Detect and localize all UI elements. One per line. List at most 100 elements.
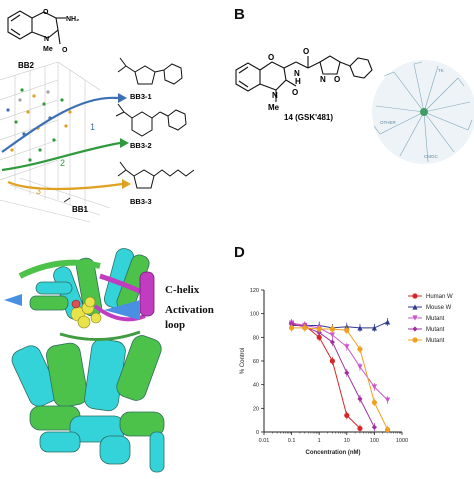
legend-entry-label: Mutant bbox=[426, 316, 445, 322]
data-point bbox=[357, 325, 363, 331]
x-tick-label: 10 bbox=[344, 438, 350, 444]
legend-swatch-marker bbox=[412, 304, 418, 310]
bb2-nh2-label: NH₂ bbox=[66, 16, 79, 23]
data-point bbox=[371, 384, 377, 390]
data-point bbox=[302, 325, 308, 331]
bb3-3-structure bbox=[117, 161, 195, 189]
kinome-tree: TK CMGC OTHER bbox=[372, 60, 474, 164]
data-point bbox=[371, 325, 377, 331]
data-point bbox=[316, 326, 322, 332]
kinome-label-tk: TK bbox=[438, 68, 444, 73]
series-line-1 bbox=[291, 322, 361, 429]
series-line-4 bbox=[291, 323, 375, 428]
data-point bbox=[357, 364, 363, 370]
kinome-hit-marker bbox=[420, 108, 428, 116]
c-helix-label: C-helix bbox=[165, 284, 200, 296]
trajectory-1-arrowhead bbox=[118, 93, 127, 103]
panel-b-label: B bbox=[234, 6, 245, 23]
bb2-o-atom: O bbox=[43, 9, 49, 16]
legend-entry-label: Mouse W bbox=[426, 305, 452, 311]
panel-c: C-helix Activation loop bbox=[0, 236, 232, 474]
hinge-arrow bbox=[4, 294, 22, 306]
trajectory-3 bbox=[7, 180, 123, 191]
data-point bbox=[329, 358, 335, 364]
panel-a-graphic: O NH₂ N Me O BB2 bbox=[0, 9, 195, 223]
trajectory-2 bbox=[1, 141, 121, 172]
c-helix bbox=[139, 271, 155, 317]
bb2-n-atom: N bbox=[44, 36, 49, 43]
bound-ligand bbox=[70, 296, 102, 329]
trajectory-3-arrowhead bbox=[122, 179, 131, 189]
y-tick-label: 0 bbox=[256, 430, 259, 436]
legend-entry-label: Human W bbox=[426, 294, 453, 300]
bb1-pointer bbox=[63, 197, 71, 203]
data-point bbox=[289, 325, 295, 331]
kinome-label-cmgc: CMGC bbox=[424, 154, 438, 159]
chart-legend: Human W Mouse W Mutant Mutant Mutant bbox=[408, 293, 453, 344]
y-tick-label: 60 bbox=[253, 359, 259, 365]
x-tick-label: 0.01 bbox=[259, 438, 270, 444]
bb1-label: BB1 bbox=[72, 205, 89, 214]
bb3-2-structure bbox=[115, 103, 187, 137]
data-point bbox=[329, 326, 335, 332]
data-point bbox=[344, 327, 350, 333]
trajectory-3-label: 3 bbox=[36, 186, 41, 196]
data-point bbox=[371, 424, 377, 430]
trajectory-2-label: 2 bbox=[60, 158, 65, 168]
data-point bbox=[384, 397, 391, 403]
data-point bbox=[329, 332, 335, 338]
kinome-label-other: OTHER bbox=[380, 120, 397, 125]
x-axis-label: Concentration (nM) bbox=[306, 450, 361, 456]
legend-swatch-marker bbox=[412, 315, 418, 321]
pocket-arrow bbox=[104, 300, 140, 320]
data-point bbox=[357, 425, 363, 432]
y-axis-label: % Control bbox=[240, 348, 246, 374]
gsk481-ring-o: O bbox=[268, 53, 274, 62]
data-point bbox=[357, 346, 363, 352]
chemical-space-grid bbox=[0, 61, 111, 223]
y-tick-label: 40 bbox=[253, 383, 259, 389]
gsk481-structure: O N Me O O N H N O 14 (GSK'481) TK CMGC bbox=[235, 47, 474, 164]
bb2-structure bbox=[7, 10, 66, 45]
x-tick-label: 1 bbox=[318, 438, 321, 444]
bb2-label: BB2 bbox=[18, 61, 35, 70]
legend-swatch-marker bbox=[412, 293, 418, 299]
data-point bbox=[384, 319, 391, 325]
gsk481-ring-n: N bbox=[272, 91, 278, 100]
y-tick-label: 120 bbox=[250, 288, 259, 294]
trajectory-2-arrowhead bbox=[120, 138, 129, 148]
kinase-structure-overlay bbox=[4, 248, 165, 473]
gsk481-amide-n: N bbox=[294, 69, 300, 78]
legend-entry-label: Mutant bbox=[426, 327, 445, 333]
y-tick-label: 80 bbox=[253, 335, 259, 341]
bb2-carbonyl-o: O bbox=[62, 47, 68, 54]
data-point bbox=[371, 399, 377, 406]
x-tick-label: 0.1 bbox=[288, 438, 296, 444]
bb3-1-label: BB3-1 bbox=[130, 92, 152, 101]
x-tick-label: 100 bbox=[370, 438, 379, 444]
panel-d: 0 20 40 60 80 100 120 0.01 0.1 1 10 100 1000 % Contro… bbox=[232, 236, 474, 474]
series-line-3 bbox=[291, 322, 388, 401]
gsk481-isoxazole-o: O bbox=[334, 75, 340, 84]
panel-a: O NH₂ N Me O BB2 bbox=[0, 0, 232, 232]
bb3-2-label: BB3-2 bbox=[130, 141, 152, 150]
activation-loop-label-line1: Activation bbox=[165, 304, 214, 316]
data-point bbox=[357, 396, 363, 402]
gsk481-amide-h: H bbox=[295, 77, 301, 86]
gsk481-carbonyl-o: O bbox=[292, 88, 298, 97]
panel-d-label: D bbox=[234, 244, 245, 261]
series-line-5 bbox=[291, 327, 389, 430]
gsk481-isoxazole-n: N bbox=[320, 75, 326, 84]
y-tick-label: 100 bbox=[250, 312, 259, 318]
dose-response-chart: 0 20 40 60 80 100 120 0.01 0.1 1 10 100 1000 % Contro… bbox=[240, 288, 453, 456]
data-point bbox=[344, 370, 350, 376]
x-tick-label: 1000 bbox=[396, 438, 408, 444]
activation-loop-label-line2: loop bbox=[165, 319, 186, 331]
legend-entry-label: Mutant bbox=[426, 338, 445, 344]
y-tick-label: 20 bbox=[253, 406, 259, 412]
bb2-me-label: Me bbox=[43, 46, 53, 53]
fragment-points bbox=[6, 88, 72, 162]
legend-swatch-marker bbox=[412, 326, 418, 332]
gsk481-me: Me bbox=[268, 103, 280, 112]
trajectory-1 bbox=[1, 96, 119, 153]
